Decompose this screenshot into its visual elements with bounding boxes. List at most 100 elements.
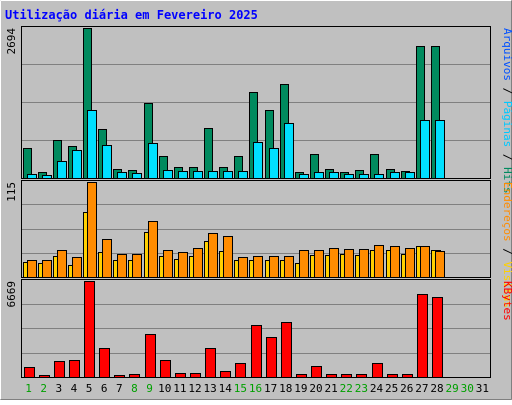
- bar-kbytes-kbytes-27: [418, 295, 428, 378]
- bar-visits-endereços-1: [28, 261, 37, 278]
- x-tick-label-22: 22: [340, 382, 353, 395]
- bar-visits-endereços-6: [103, 240, 112, 278]
- x-tick-label-23: 23: [355, 382, 368, 395]
- bar-hits-páginas-2: [43, 176, 52, 179]
- legend-entry: /: [501, 147, 512, 167]
- x-tick-label-7: 7: [116, 382, 123, 395]
- bar-hits-páginas-16: [254, 143, 263, 179]
- bar-visits-endereços-18: [285, 257, 294, 278]
- legend-entry: KBytes: [501, 281, 512, 321]
- bar-hits-páginas-22: [345, 175, 354, 179]
- x-tick-label-12: 12: [188, 382, 201, 395]
- bar-hits-páginas-9: [149, 144, 158, 179]
- bar-kbytes-kbytes-6: [100, 349, 110, 378]
- x-tick-label-18: 18: [279, 382, 292, 395]
- x-tick-label-19: 19: [294, 382, 307, 395]
- bar-kbytes-kbytes-16: [252, 326, 262, 378]
- bar-hits-páginas-17: [270, 149, 279, 179]
- x-tick-label-14: 14: [219, 382, 233, 395]
- ymax-label-visits: 115: [5, 182, 18, 202]
- bar-kbytes-kbytes-4: [70, 361, 80, 378]
- bar-visits-endereços-17: [270, 257, 279, 278]
- x-tick-label-16: 16: [249, 382, 262, 395]
- bar-visits-endereços-10: [164, 251, 173, 278]
- bar-kbytes-kbytes-8: [130, 375, 140, 378]
- x-tick-label-15: 15: [234, 382, 247, 395]
- bar-kbytes-kbytes-25: [388, 375, 398, 378]
- bar-hits-páginas-14: [224, 172, 233, 179]
- bar-hits-páginas-25: [391, 173, 400, 179]
- bar-visits-endereços-12: [194, 249, 203, 278]
- bar-kbytes-kbytes-17: [267, 338, 277, 378]
- chart-title: Utilização diária em Fevereiro 2025: [5, 8, 258, 22]
- bar-visits-endereços-11: [179, 253, 188, 278]
- bar-hits-páginas-12: [194, 172, 203, 179]
- x-tick-label-11: 11: [173, 382, 186, 395]
- x-tick-label-26: 26: [400, 382, 413, 395]
- x-tick-label-31: 31: [476, 382, 489, 395]
- bar-hits-páginas-11: [179, 172, 188, 179]
- bar-kbytes-kbytes-11: [176, 374, 186, 378]
- bar-kbytes-kbytes-1: [25, 368, 35, 378]
- x-tick-label-13: 13: [203, 382, 216, 395]
- bar-visits-endereços-24: [375, 246, 384, 278]
- bar-hits-páginas-3: [58, 162, 67, 179]
- x-tick-label-8: 8: [131, 382, 138, 395]
- bar-kbytes-kbytes-23: [357, 375, 367, 378]
- bar-visits-endereços-8: [133, 255, 142, 278]
- legend-entry: Endereços: [501, 182, 512, 242]
- bar-hits-páginas-7: [118, 173, 127, 179]
- x-tick-label-17: 17: [264, 382, 277, 395]
- bar-visits-endereços-26: [406, 249, 415, 278]
- x-tick-label-2: 2: [40, 382, 47, 395]
- ymax-label-kbytes: 6669: [5, 281, 18, 308]
- bar-kbytes-kbytes-13: [206, 349, 216, 378]
- bar-hits-páginas-26: [406, 173, 415, 179]
- x-tick-label-6: 6: [101, 382, 108, 395]
- bar-visits-endereços-23: [360, 250, 369, 278]
- bar-hits-páginas-15: [239, 172, 248, 179]
- legend-entry: /: [501, 242, 512, 262]
- x-tick-label-1: 1: [25, 382, 32, 395]
- bar-hits-páginas-5: [88, 111, 97, 179]
- bar-hits-páginas-24: [375, 175, 384, 179]
- bar-hits-páginas-20: [315, 173, 324, 179]
- x-tick-label-29: 29: [446, 382, 459, 395]
- bar-kbytes-kbytes-14: [221, 372, 231, 378]
- ymax-label-hits: 2694: [5, 28, 18, 55]
- bar-hits-páginas-21: [330, 173, 339, 179]
- x-tick-label-5: 5: [86, 382, 93, 395]
- bar-kbytes-kbytes-7: [115, 376, 125, 378]
- bar-hits-páginas-8: [133, 174, 142, 179]
- x-tick-label-28: 28: [430, 382, 443, 395]
- bar-visits-endereços-7: [118, 255, 127, 278]
- x-tick-label-21: 21: [325, 382, 338, 395]
- bar-kbytes-kbytes-12: [191, 374, 201, 378]
- bar-hits-páginas-19: [300, 175, 309, 179]
- x-tick-label-4: 4: [71, 382, 78, 395]
- bar-visits-endereços-3: [58, 251, 67, 278]
- bar-visits-endereços-13: [209, 234, 218, 278]
- bar-hits-páginas-18: [285, 124, 294, 179]
- x-tick-label-24: 24: [370, 382, 384, 395]
- bar-visits-endereços-5: [88, 183, 97, 278]
- bar-hits-páginas-6: [103, 146, 112, 179]
- bar-kbytes-kbytes-2: [40, 376, 50, 378]
- x-tick-label-20: 20: [309, 382, 322, 395]
- bar-visits-endereços-14: [224, 237, 233, 278]
- x-tick-label-10: 10: [158, 382, 171, 395]
- bar-visits-endereços-21: [330, 249, 339, 278]
- x-tick-label-27: 27: [415, 382, 428, 395]
- bar-kbytes-kbytes-5: [85, 282, 95, 378]
- bar-kbytes-kbytes-10: [161, 361, 171, 378]
- x-tick-label-9: 9: [146, 382, 153, 395]
- bar-kbytes-kbytes-24: [373, 364, 383, 378]
- bar-hits-páginas-27: [421, 121, 430, 179]
- bar-visits-endereços-28: [436, 252, 445, 278]
- x-tick-label-30: 30: [461, 382, 474, 395]
- bar-kbytes-kbytes-21: [327, 375, 337, 378]
- bar-kbytes-kbytes-28: [433, 298, 443, 378]
- bar-visits-endereços-16: [254, 257, 263, 278]
